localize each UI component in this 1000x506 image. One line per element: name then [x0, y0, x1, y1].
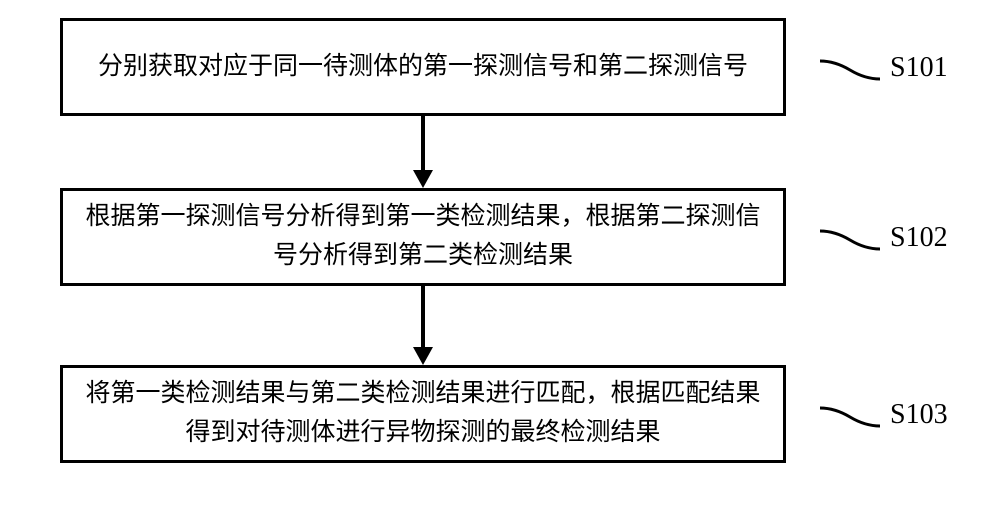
- flowchart-canvas: 分别获取对应于同一待测体的第一探测信号和第二探测信号 S101 根据第一探测信号…: [0, 0, 1000, 506]
- step-box-s101: 分别获取对应于同一待测体的第一探测信号和第二探测信号: [60, 18, 786, 116]
- step-box-s103: 将第一类检测结果与第二类检测结果进行匹配，根据匹配结果得到对待测体进行异物探测的…: [60, 365, 786, 463]
- arrow-head-1: [413, 170, 433, 188]
- connector-brace-s103: [820, 402, 880, 432]
- step-text-s101: 分别获取对应于同一待测体的第一探测信号和第二探测信号: [98, 48, 748, 87]
- step-label-s102: S102: [890, 222, 948, 254]
- step-label-text-s103: S103: [890, 399, 948, 430]
- connector-brace-s102: [820, 225, 880, 255]
- step-text-s103: 将第一类检测结果与第二类检测结果进行匹配，根据匹配结果得到对待测体进行异物探测的…: [83, 375, 763, 453]
- arrow-shaft-1: [421, 116, 425, 170]
- connector-brace-s101: [820, 55, 880, 85]
- step-label-s101: S101: [890, 52, 948, 84]
- step-label-text-s101: S101: [890, 52, 948, 83]
- step-text-s102: 根据第一探测信号分析得到第一类检测结果，根据第二探测信号分析得到第二类检测结果: [83, 198, 763, 276]
- arrow-head-2: [413, 347, 433, 365]
- step-label-text-s102: S102: [890, 222, 948, 253]
- step-box-s102: 根据第一探测信号分析得到第一类检测结果，根据第二探测信号分析得到第二类检测结果: [60, 188, 786, 286]
- arrow-shaft-2: [421, 286, 425, 347]
- step-label-s103: S103: [890, 399, 948, 431]
